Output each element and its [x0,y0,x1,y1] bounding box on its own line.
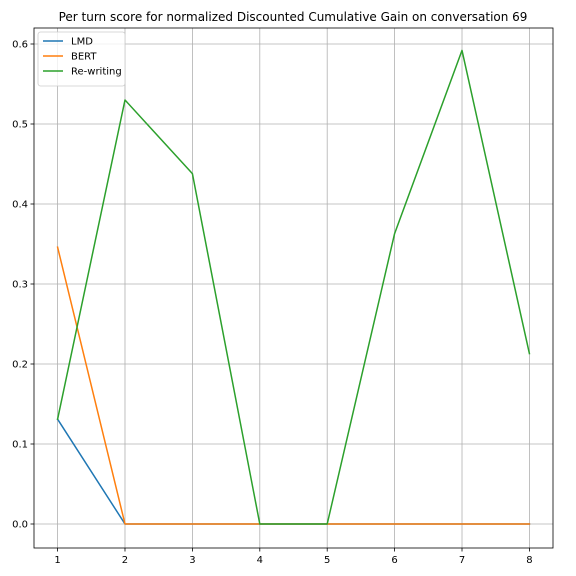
legend-label: BERT [71,52,97,63]
y-axis: 0.0 0.1 0.2 0.3 0.4 0.5 0.6 [12,40,34,531]
plot-frame [33,27,554,549]
chart-title: Per turn score for normalized Discounted… [59,10,528,24]
legend: LMD BERT Re-writing [37,31,126,87]
y-tick-label: 0.1 [12,440,28,451]
y-tick-label: 0.2 [12,360,28,371]
y-tick-label: 0.4 [12,200,28,211]
y-tick-label: 0.0 [12,520,28,531]
series-line-bert [56,246,531,525]
x-tick-label: 1 [54,555,60,566]
x-tick-label: 4 [257,555,263,566]
y-tick-label: 0.6 [12,40,28,51]
x-tick-label: 7 [459,555,465,566]
legend-label: Re-writing [71,67,122,78]
x-tick-label: 2 [122,555,128,566]
legend-label: LMD [71,37,93,48]
series-line-re-writing [56,49,531,525]
y-tick-label: 0.3 [12,280,28,291]
x-tick-label: 5 [324,555,330,566]
grid-lines [34,28,553,548]
legend-box [37,31,126,87]
x-tick-label: 3 [189,555,195,566]
y-tick-label: 0.5 [12,120,28,131]
x-tick-label: 6 [391,555,397,566]
x-tick-label: 8 [526,555,532,566]
series-layer [56,49,531,525]
series-line-lmd [56,418,531,525]
x-axis: 1 2 3 4 5 6 7 8 [54,548,533,566]
